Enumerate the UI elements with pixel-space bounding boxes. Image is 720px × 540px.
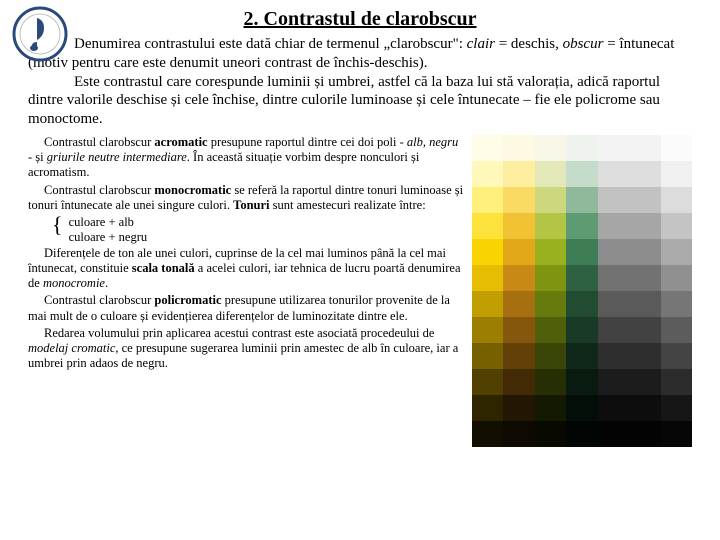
- color-cell: [566, 395, 597, 421]
- color-cell: [535, 161, 566, 187]
- color-cell: [566, 291, 597, 317]
- bullet-item: culoare + negru: [69, 230, 148, 245]
- color-cell: [566, 317, 597, 343]
- color-cell: [598, 239, 629, 265]
- color-cell: [566, 135, 597, 161]
- color-cell: [566, 239, 597, 265]
- color-cell: [535, 343, 566, 369]
- bracket-icon: {: [52, 215, 63, 235]
- color-cell: [629, 187, 660, 213]
- intro-paragraph: Denumirea contrastului este dată chiar d…: [28, 35, 692, 129]
- color-cell: [629, 343, 660, 369]
- color-cell: [472, 317, 503, 343]
- page-title: 2. Contrastul de clarobscur: [28, 8, 692, 31]
- para-monocromatic: Contrastul clarobscur monocromatic se re…: [28, 183, 464, 214]
- color-cell: [629, 239, 660, 265]
- color-cell: [661, 161, 692, 187]
- bullet-item: culoare + alb: [69, 215, 148, 230]
- color-cell: [629, 395, 660, 421]
- color-cell: [535, 395, 566, 421]
- color-cell: [629, 135, 660, 161]
- color-cell: [629, 421, 660, 447]
- color-cell: [503, 135, 534, 161]
- color-cell: [535, 135, 566, 161]
- color-cell: [566, 161, 597, 187]
- color-cell: [661, 369, 692, 395]
- color-cell: [629, 161, 660, 187]
- color-cell: [472, 421, 503, 447]
- color-cell: [566, 187, 597, 213]
- color-cell: [566, 369, 597, 395]
- color-cell: [503, 421, 534, 447]
- bullet-list: { culoare + alb culoare + negru: [28, 215, 464, 246]
- color-cell: [661, 187, 692, 213]
- color-cell: [535, 369, 566, 395]
- color-cell: [535, 317, 566, 343]
- color-cell: [598, 421, 629, 447]
- color-cell: [503, 395, 534, 421]
- color-cell: [472, 161, 503, 187]
- color-cell: [598, 291, 629, 317]
- color-cell: [503, 239, 534, 265]
- color-cell: [472, 135, 503, 161]
- para-policromatic: Contrastul clarobscur policromatic presu…: [28, 293, 464, 324]
- color-cell: [629, 369, 660, 395]
- color-cell: [503, 343, 534, 369]
- color-cell: [535, 291, 566, 317]
- color-cell: [661, 343, 692, 369]
- color-cell: [598, 161, 629, 187]
- color-cell: [503, 213, 534, 239]
- color-cell: [661, 213, 692, 239]
- para-acromatic: Contrastul clarobscur acromatic presupun…: [28, 135, 464, 181]
- color-cell: [661, 291, 692, 317]
- color-cell: [661, 395, 692, 421]
- color-cell: [472, 395, 503, 421]
- color-cell: [535, 187, 566, 213]
- color-cell: [472, 213, 503, 239]
- color-cell: [598, 213, 629, 239]
- color-cell: [629, 291, 660, 317]
- color-cell: [472, 187, 503, 213]
- color-cell: [661, 265, 692, 291]
- color-cell: [566, 265, 597, 291]
- color-cell: [566, 343, 597, 369]
- color-cell: [472, 369, 503, 395]
- color-cell: [629, 265, 660, 291]
- color-cell: [503, 369, 534, 395]
- color-cell: [535, 265, 566, 291]
- color-cell: [535, 421, 566, 447]
- color-cell: [598, 317, 629, 343]
- color-cell: [472, 291, 503, 317]
- color-cell: [503, 161, 534, 187]
- body-text-column: Contrastul clarobscur acromatic presupun…: [28, 135, 464, 447]
- color-cell: [535, 213, 566, 239]
- para-scala: Diferențele de ton ale unei culori, cupr…: [28, 246, 464, 292]
- color-cell: [629, 213, 660, 239]
- color-cell: [503, 317, 534, 343]
- color-cell: [566, 213, 597, 239]
- color-cell: [472, 343, 503, 369]
- color-cell: [598, 187, 629, 213]
- school-logo: [12, 6, 68, 62]
- color-cell: [566, 421, 597, 447]
- color-chart: [472, 135, 692, 447]
- color-cell: [598, 395, 629, 421]
- color-cell: [598, 135, 629, 161]
- color-cell: [503, 291, 534, 317]
- color-cell: [661, 421, 692, 447]
- color-cell: [503, 265, 534, 291]
- color-cell: [472, 239, 503, 265]
- color-cell: [598, 369, 629, 395]
- color-cell: [503, 187, 534, 213]
- color-cell: [472, 265, 503, 291]
- color-cell: [535, 239, 566, 265]
- para-modelaj: Redarea volumului prin aplicarea acestui…: [28, 326, 464, 372]
- color-cell: [661, 135, 692, 161]
- color-cell: [598, 265, 629, 291]
- color-cell: [629, 317, 660, 343]
- color-cell: [598, 343, 629, 369]
- color-cell: [661, 317, 692, 343]
- color-cell: [661, 239, 692, 265]
